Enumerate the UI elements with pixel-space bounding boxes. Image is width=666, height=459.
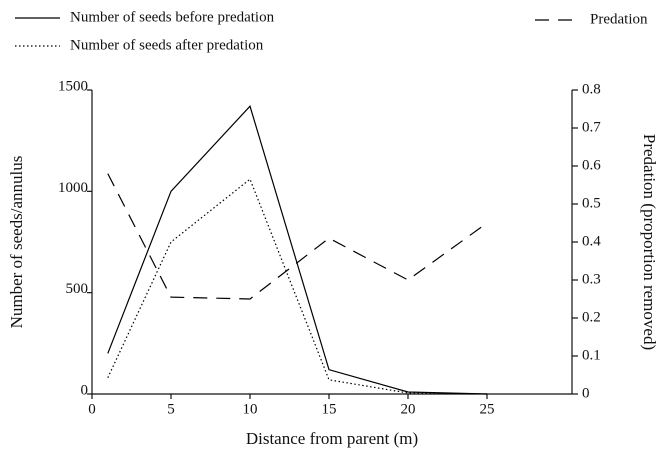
y2-axis-title: Predation (proportion removed) — [640, 134, 659, 350]
x-tick-label: 20 — [401, 401, 416, 417]
data-line — [107, 105, 488, 395]
x-tick-label: 25 — [480, 401, 495, 417]
legend-label: Number of seeds before predation — [70, 9, 275, 25]
y2-tick-label: 0.2 — [582, 309, 601, 325]
x-tick-label: 0 — [88, 401, 96, 417]
y-tick-label: 1500 — [58, 78, 88, 94]
legend-label: Number of seeds after predation — [70, 37, 264, 53]
y-tick-label: 500 — [66, 281, 89, 297]
y2-tick-label: 0.6 — [582, 157, 601, 173]
x-tick-label: 5 — [167, 401, 175, 417]
data-line — [107, 178, 488, 395]
y2-tick-label: 0.1 — [582, 347, 601, 363]
x-axis-title: Distance from parent (m) — [246, 429, 418, 448]
y-tick-label: 0 — [81, 382, 89, 398]
y2-tick-label: 0.8 — [582, 81, 601, 97]
y2-tick-label: 0.7 — [582, 119, 601, 135]
data-line — [107, 173, 488, 300]
y2-tick-label: 0.4 — [582, 233, 601, 249]
y2-tick-label: 0.5 — [582, 195, 601, 211]
x-tick-label: 10 — [243, 401, 258, 417]
y-tick-label: 1000 — [58, 180, 88, 196]
y2-tick-label: 0 — [582, 385, 590, 401]
y2-tick-label: 0.3 — [582, 271, 601, 287]
y-axis-title: Number of seeds/annulus — [7, 156, 26, 329]
legend-label: Predation — [590, 11, 648, 27]
x-tick-label: 15 — [322, 401, 337, 417]
